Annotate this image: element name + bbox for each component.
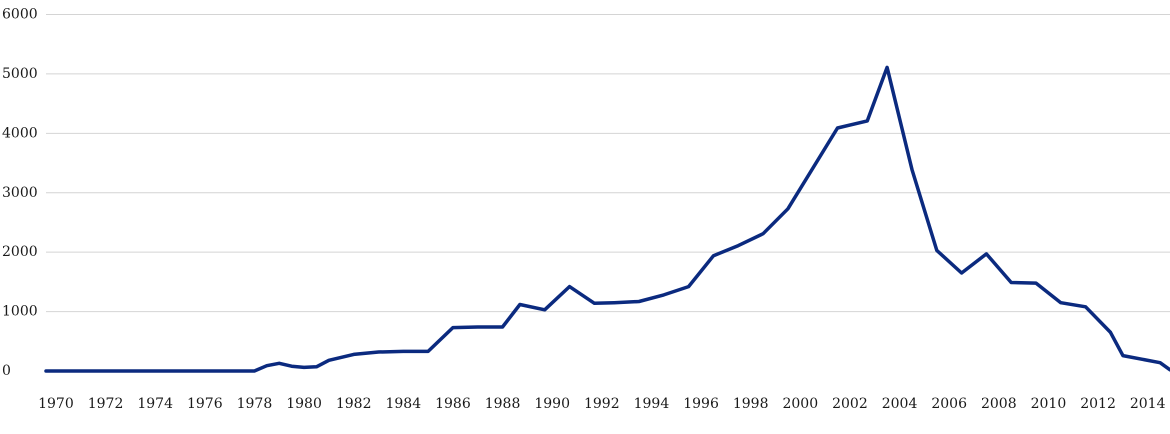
- x-tick-label: 2014: [1130, 396, 1166, 412]
- x-tick-label: 2006: [931, 396, 967, 412]
- x-tick-label: 1974: [137, 396, 173, 412]
- x-tick-label: 1996: [683, 396, 719, 412]
- x-tick-label: 1982: [336, 396, 372, 412]
- x-tick-label: 1988: [485, 396, 521, 412]
- x-tick-label: 2000: [782, 396, 818, 412]
- y-tick-label: 0: [2, 363, 11, 379]
- x-tick-label: 1972: [88, 396, 124, 412]
- x-tick-label: 2010: [1031, 396, 1067, 412]
- x-tick-label: 1990: [534, 396, 570, 412]
- y-tick-label: 3000: [2, 185, 38, 201]
- y-tick-label: 2000: [2, 244, 38, 260]
- x-tick-label: 1994: [634, 396, 670, 412]
- y-tick-label: 4000: [2, 125, 38, 141]
- y-tick-label: 5000: [2, 66, 38, 82]
- x-tick-label: 1998: [733, 396, 769, 412]
- y-axis-tick-labels: 0 1000 2000 3000 4000 5000 6000: [2, 7, 38, 380]
- y-tick-label: 6000: [2, 7, 38, 23]
- x-tick-label: 1980: [286, 396, 322, 412]
- x-tick-label: 1986: [435, 396, 471, 412]
- x-tick-label: 2002: [832, 396, 868, 412]
- y-tick-label: 1000: [2, 304, 38, 320]
- x-tick-label: 1970: [38, 396, 74, 412]
- x-tick-label: 1992: [584, 396, 620, 412]
- x-tick-label: 1976: [187, 396, 223, 412]
- x-tick-label: 1984: [385, 396, 421, 412]
- series-layer: [44, 65, 1170, 373]
- x-axis-tick-labels: 1970 1972 1974 1976 1978 1980 1982 1984 1986 1988…: [38, 396, 1165, 412]
- x-tick-label: 2012: [1080, 396, 1116, 412]
- x-tick-label: 1978: [237, 396, 273, 412]
- x-tick-label: 2008: [981, 396, 1017, 412]
- gridlines: [46, 14, 1170, 313]
- series-line-0: [44, 65, 1170, 373]
- x-tick-label: 2004: [882, 396, 918, 412]
